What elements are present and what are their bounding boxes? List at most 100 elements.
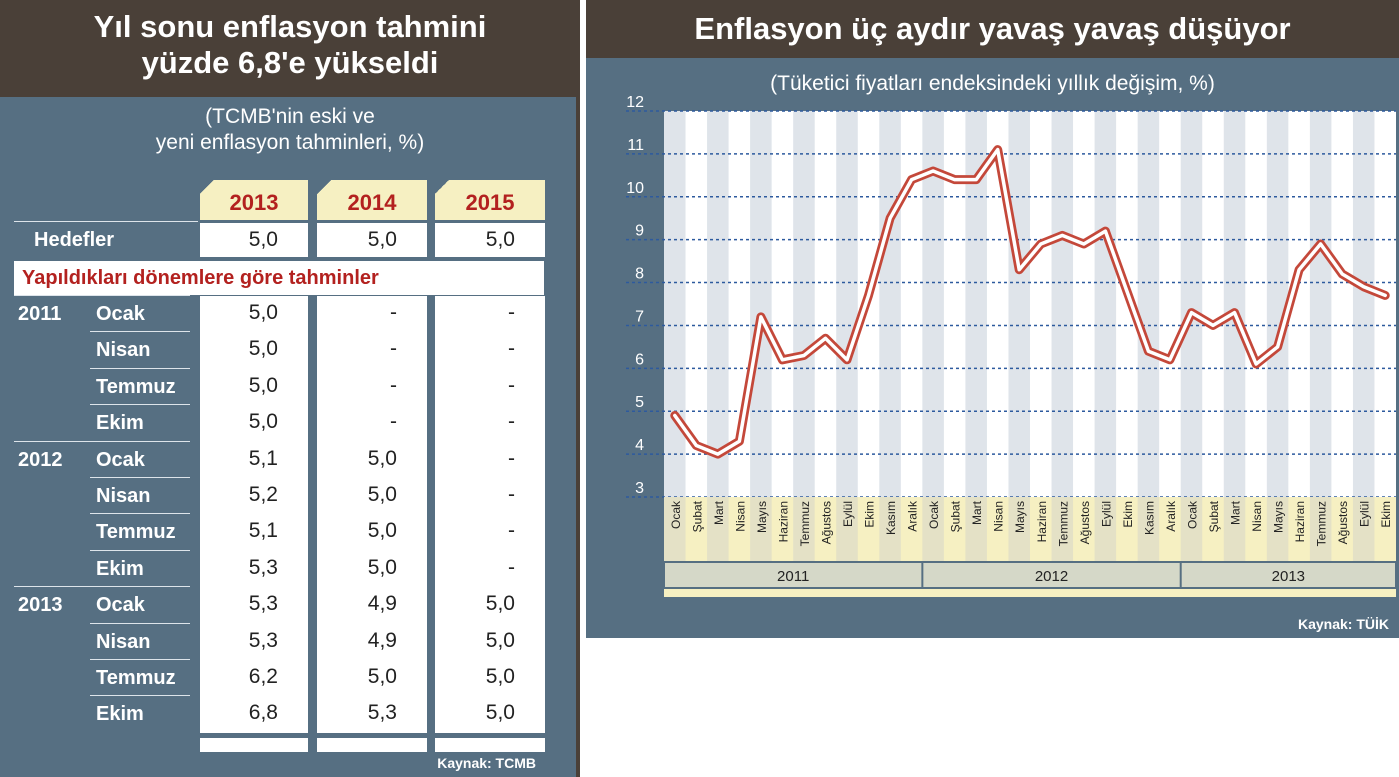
data-point xyxy=(996,148,999,151)
data-point xyxy=(1082,242,1086,246)
x-tick-label: Ekim xyxy=(1379,501,1393,528)
y-tick-label: 6 xyxy=(635,351,644,368)
x-tick-label: Şubat xyxy=(1207,500,1221,532)
row-year-label: 2012 xyxy=(18,448,63,471)
column-band xyxy=(664,111,686,497)
x-tick-label: Ağustos xyxy=(819,501,833,544)
forecast-value-cell: 5,0 xyxy=(317,514,427,551)
data-point xyxy=(1254,362,1258,366)
x-tick-label: Ocak xyxy=(927,500,941,529)
data-point xyxy=(1018,268,1021,271)
row-divider xyxy=(90,404,190,406)
forecast-value-cell: 4,9 xyxy=(317,587,427,624)
year-group-band xyxy=(665,563,922,587)
x-tick-label: Haziran xyxy=(1293,501,1307,542)
y-tick-label: 8 xyxy=(635,266,644,283)
data-point xyxy=(953,178,956,181)
data-point xyxy=(1384,294,1387,297)
year-group-label: 2012 xyxy=(1035,568,1068,585)
column-band xyxy=(707,111,729,497)
x-tick-label: Temmuz xyxy=(1056,501,1070,546)
forecast-value-cell: - xyxy=(435,550,545,588)
category-band xyxy=(750,497,772,561)
data-point xyxy=(1147,349,1150,353)
x-tick-label: Mayıs xyxy=(1013,501,1027,533)
table-footer-cell xyxy=(200,738,308,752)
column-band xyxy=(1223,111,1246,497)
row-month-label: Ekim xyxy=(96,703,144,726)
row-year-label: 2011 xyxy=(18,303,62,325)
right-source: Kaynak: TÜİK xyxy=(1297,616,1389,632)
forecast-value-cell: 5,0 xyxy=(435,696,545,733)
data-point xyxy=(1297,268,1301,271)
data-point xyxy=(1276,345,1279,349)
year-group-band xyxy=(1181,563,1395,587)
row-month-label: Ocak xyxy=(96,594,145,617)
category-band xyxy=(879,497,901,561)
category-band xyxy=(836,497,858,561)
category-band xyxy=(1094,497,1117,561)
data-point xyxy=(1125,289,1129,293)
x-tick-label: Ekim xyxy=(863,501,877,528)
forecast-value-cell: 5,3 xyxy=(200,550,308,588)
forecast-value-cell: 5,2 xyxy=(200,478,308,515)
category-band xyxy=(1180,497,1203,561)
year-group-band xyxy=(923,563,1180,587)
forecast-value-cell: 5,0 xyxy=(317,478,427,515)
forecast-value-cell: - xyxy=(435,368,545,406)
forecast-value-cell: 5,0 xyxy=(317,660,427,697)
column-band xyxy=(1352,111,1375,497)
data-point xyxy=(888,217,892,220)
forecast-value-cell: 4,9 xyxy=(317,623,427,660)
column-band xyxy=(793,111,815,497)
column-band xyxy=(965,111,987,497)
right-title: Enflasyon üç aydır yavaş yavaş düşüyor xyxy=(586,0,1399,58)
data-point xyxy=(695,444,698,447)
right-subtitle: (Tüketici fiyatları endeksindeki yıllık … xyxy=(770,72,1215,95)
row-divider xyxy=(90,513,190,515)
column-band xyxy=(879,111,901,497)
predictions-band xyxy=(14,261,544,295)
forecast-value-cell: 5,0 xyxy=(435,660,545,697)
row-month-label: Nisan xyxy=(96,485,151,507)
x-tick-label: Aralık xyxy=(1164,500,1178,532)
x-tick-label: Ocak xyxy=(1185,500,1199,529)
row-divider xyxy=(90,477,190,478)
category-band xyxy=(793,497,815,561)
forecast-value-cell: 5,0 xyxy=(435,587,545,624)
table-footer-cell xyxy=(435,738,545,752)
data-point xyxy=(824,337,827,340)
x-tick-label: Temmuz xyxy=(798,501,812,546)
col-header-2015: 2015 xyxy=(435,180,545,220)
column-band xyxy=(922,111,944,497)
year-group-label: 2011 xyxy=(777,568,809,585)
inflation-chart-panel: Enflasyon üç aydır yavaş yavaş düşüyor (… xyxy=(586,0,1399,638)
forecast-value-cell: 5,1 xyxy=(200,514,308,551)
targets-label: Hedefler xyxy=(34,229,115,251)
column-band xyxy=(1008,111,1030,497)
col-header-2014: 2014 xyxy=(317,180,427,220)
data-point xyxy=(1211,324,1215,327)
forecast-value-cell: 5,3 xyxy=(200,623,308,660)
forecast-value-cell: - xyxy=(435,405,545,442)
x-tick-label: Mart xyxy=(712,500,726,525)
left-source: Kaynak: TCMB xyxy=(437,755,536,771)
data-point xyxy=(759,315,763,319)
target-2013: 5,0 xyxy=(200,223,308,257)
forecast-table-panel: Yıl sonu enflasyon tahmini yüzde 6,8'e y… xyxy=(0,0,580,777)
x-tick-label: Kasım xyxy=(884,501,898,535)
left-subtitle-line2: yeni enflasyon tahminleri, %) xyxy=(155,131,425,154)
data-point xyxy=(1168,358,1172,361)
x-tick-label: Nisan xyxy=(1250,501,1264,532)
y-tick-label: 5 xyxy=(635,394,644,411)
left-title: Yıl sonu enflasyon tahmini yüzde 6,8'e y… xyxy=(0,0,580,97)
x-tick-label: Aralık xyxy=(906,500,920,532)
year-group-label: 2013 xyxy=(1272,568,1305,585)
data-point xyxy=(931,169,935,173)
forecast-value-cell: - xyxy=(317,296,427,333)
forecast-value-cell: - xyxy=(435,332,545,369)
data-point xyxy=(1190,311,1193,314)
data-point xyxy=(716,452,720,456)
row-divider xyxy=(90,659,190,660)
data-point xyxy=(1233,311,1236,314)
